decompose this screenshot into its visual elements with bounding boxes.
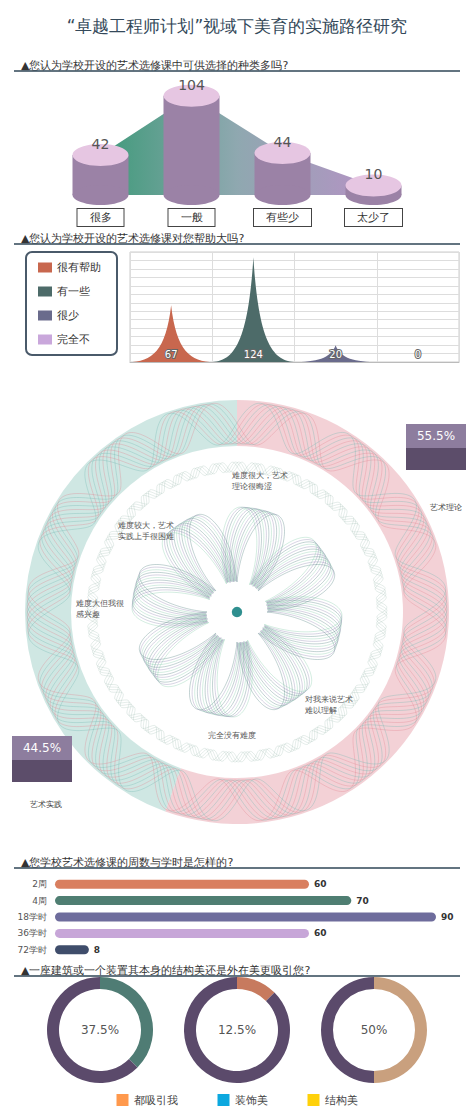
svg-text:0: 0 [415,349,421,360]
svg-text:44.5%: 44.5% [23,741,61,755]
svg-text:12.5%: 12.5% [218,1023,256,1037]
svg-text:8: 8 [94,945,100,955]
svg-text:4周: 4周 [32,896,47,906]
svg-text:感兴趣: 感兴趣 [76,610,100,619]
svg-text:一般: 一般 [181,211,203,224]
svg-text:“卓越工程师计划”视域下美育的实施路径研究: “卓越工程师计划”视域下美育的实施路径研究 [67,16,408,36]
svg-text:55.5%: 55.5% [417,429,455,443]
svg-text:难以理解: 难以理解 [305,706,337,715]
svg-text:▲您认为学校开设的艺术选修课中可供选择的种类多吗?: ▲您认为学校开设的艺术选修课中可供选择的种类多吗? [21,59,288,72]
svg-text:42: 42 [92,136,110,152]
svg-text:很少: 很少 [57,309,79,322]
svg-text:104: 104 [178,77,205,93]
svg-text:难度大但我很: 难度大但我很 [76,599,124,608]
svg-text:10: 10 [365,166,383,182]
svg-text:124: 124 [244,349,263,360]
svg-text:有些少: 有些少 [266,211,299,224]
svg-text:装饰美: 装饰美 [235,1094,268,1107]
svg-text:70: 70 [356,896,369,906]
svg-text:理论很晦涩: 理论很晦涩 [232,482,272,491]
svg-text:2周: 2周 [32,879,47,889]
svg-text:有一些: 有一些 [57,285,90,298]
svg-text:很多: 很多 [90,211,112,224]
svg-text:结构美: 结构美 [325,1094,358,1107]
svg-text:很有帮助: 很有帮助 [57,261,101,274]
svg-text:18学时: 18学时 [18,912,47,922]
svg-text:实践上手很困难: 实践上手很困难 [118,532,174,541]
svg-text:完全不: 完全不 [57,333,90,346]
svg-text:难度较大，艺术: 难度较大，艺术 [118,521,174,530]
svg-text:难度很大，艺术: 难度很大，艺术 [232,471,288,480]
svg-text:60: 60 [314,928,327,938]
svg-text:60: 60 [314,879,327,889]
svg-text:▲您学校艺术选修课的周数与学时是怎样的?: ▲您学校艺术选修课的周数与学时是怎样的? [21,856,233,869]
svg-text:▲一座建筑或一个装置其本身的结构美还是外在美更吸引您?: ▲一座建筑或一个装置其本身的结构美还是外在美更吸引您? [21,964,310,977]
svg-text:37.5%: 37.5% [81,1023,119,1037]
svg-text:艺术理论: 艺术理论 [430,503,462,512]
svg-text:20: 20 [329,349,342,360]
svg-text:44: 44 [274,134,292,150]
svg-text:都吸引我: 都吸引我 [134,1094,178,1107]
svg-text:艺术实践: 艺术实践 [30,800,62,809]
svg-text:72学时: 72学时 [18,945,47,955]
svg-text:50%: 50% [361,1023,388,1037]
svg-text:对我来说艺术: 对我来说艺术 [305,695,353,704]
svg-text:67: 67 [165,349,178,360]
svg-text:▲您认为学校开设的艺术选修课对您帮助大吗?: ▲您认为学校开设的艺术选修课对您帮助大吗? [21,232,244,245]
svg-text:36学时: 36学时 [18,928,47,938]
svg-text:90: 90 [441,912,454,922]
svg-text:太少了: 太少了 [357,211,390,224]
svg-text:完全没有难度: 完全没有难度 [208,731,256,740]
